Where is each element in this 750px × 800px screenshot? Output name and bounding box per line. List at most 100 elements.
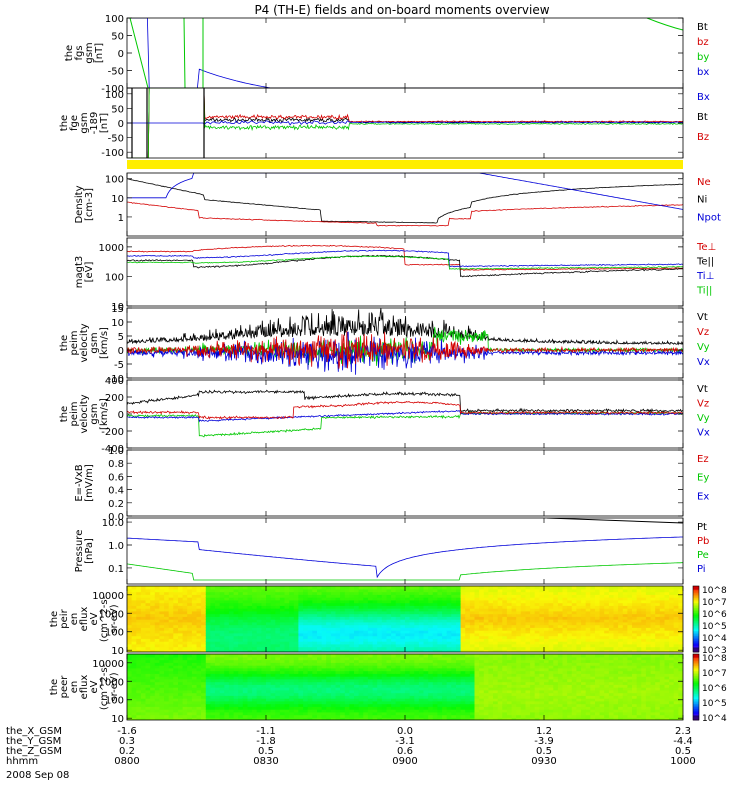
spectrogram-cell — [335, 714, 341, 718]
spectrogram-cell — [456, 597, 462, 601]
spectrogram-cell — [289, 698, 295, 702]
spectrogram-cell — [456, 627, 462, 631]
spectrogram-cell — [136, 670, 142, 674]
spectrogram-cell — [312, 673, 318, 677]
spectrogram-cell — [154, 597, 160, 601]
spectrogram-cell — [191, 670, 198, 674]
spectrogram-cell — [678, 591, 683, 595]
y-tick-label: -50 — [108, 67, 124, 78]
spectrogram-cell — [650, 597, 656, 601]
spectrogram-cell — [196, 613, 202, 617]
spectrogram-cell — [622, 627, 628, 631]
spectrogram-cell — [414, 621, 420, 626]
spectrogram-cell — [344, 641, 350, 645]
spectrogram-cell — [432, 670, 438, 674]
spectrogram-cell — [432, 594, 438, 598]
spectrogram-cell — [460, 711, 466, 716]
spectrogram-cell — [622, 649, 628, 652]
spectrogram-cell — [418, 654, 425, 658]
spectrogram-cell — [548, 643, 554, 648]
spectrogram-cell — [562, 597, 568, 601]
spectrogram-cell — [228, 597, 235, 601]
spectrogram-cell — [303, 597, 309, 601]
y-axis-label-line: gsm — [89, 403, 100, 424]
spectrogram-cell — [326, 630, 332, 634]
spectrogram-cell — [289, 711, 295, 716]
spectrogram-cell — [381, 627, 387, 631]
legend-vx: Vx — [697, 357, 710, 368]
spectrogram-cell — [168, 676, 174, 680]
spectrogram-cell — [460, 654, 466, 658]
spectrogram-cell — [326, 681, 332, 685]
spectrogram-cell — [525, 621, 531, 626]
spectrogram-cell — [469, 624, 476, 628]
spectrogram-cell — [418, 711, 425, 716]
spectrogram-cell — [187, 700, 193, 705]
spectrogram-cell — [506, 635, 513, 639]
spectrogram-cell — [187, 632, 193, 637]
spectrogram-cell — [219, 649, 225, 652]
spectrogram-cell — [423, 613, 429, 617]
vt-series — [127, 389, 683, 414]
spectrogram-cell — [581, 610, 587, 615]
spectrogram-cell — [604, 616, 610, 620]
spectrogram-cell — [289, 597, 295, 601]
spectrogram-cell — [613, 627, 619, 631]
spectrogram-cell — [159, 597, 165, 601]
spectrogram-cell — [201, 700, 207, 705]
spectrogram-cell — [372, 670, 378, 674]
spectrogram-cell — [196, 630, 202, 634]
spectrogram-cell — [164, 594, 170, 598]
spectrogram-cell — [632, 608, 638, 612]
spectrogram-cell — [437, 630, 443, 634]
spectrogram-cell — [127, 706, 133, 710]
spectrogram-cell — [659, 602, 665, 606]
spectrogram-cell — [252, 695, 258, 699]
spectrogram-cell — [303, 676, 309, 680]
spectrogram-cell — [372, 695, 378, 699]
spectrogram-cell — [493, 638, 499, 642]
spectrogram-cell — [372, 698, 378, 702]
spectrogram-cell — [354, 602, 360, 606]
spectrogram-cell — [497, 643, 503, 648]
spectrogram-cell — [539, 613, 545, 617]
spectrogram-cell — [377, 624, 383, 628]
spectrogram-cell — [409, 594, 415, 598]
spectrogram-cell — [182, 714, 188, 718]
colorbar-segment — [693, 620, 699, 623]
spectrogram-cell — [418, 649, 425, 652]
spectrogram-cell — [442, 594, 448, 598]
spectrogram-cell — [465, 613, 471, 617]
spectrogram-cell — [154, 643, 160, 648]
spectrogram-cell — [150, 692, 156, 696]
spectrogram-cell — [465, 654, 471, 658]
spectrogram-cell — [673, 643, 679, 648]
spectrogram-cell — [344, 646, 350, 650]
spectrogram-cell — [298, 703, 304, 707]
spectrogram-cell — [502, 610, 508, 615]
spectrogram-cell — [256, 586, 262, 590]
vz-series — [127, 400, 683, 420]
spectrogram-cell — [608, 649, 615, 652]
spectrogram-cell — [131, 649, 137, 652]
spectrogram-cell — [205, 630, 211, 634]
spectrogram-cell — [358, 597, 364, 601]
spectrogram-cell — [386, 689, 392, 694]
spectrogram-cell — [191, 605, 198, 609]
spectrogram-cell — [293, 676, 299, 680]
spectrogram-cell — [321, 695, 327, 699]
spectrogram-cell — [261, 632, 267, 637]
spectrogram-cell — [168, 643, 174, 648]
spectrogram-cell — [432, 646, 438, 650]
spectrogram-cell — [576, 613, 582, 617]
spectrogram-cell — [233, 586, 239, 590]
spectrogram-cell — [182, 654, 188, 658]
spectrogram-cell — [252, 698, 258, 702]
spectrogram-cell — [506, 599, 513, 604]
spectrogram-cell — [317, 613, 323, 617]
spectrogram-cell — [548, 613, 554, 617]
spectrogram-cell — [585, 638, 591, 642]
y-tick-label: 0.8 — [108, 459, 124, 470]
spectrogram-cell — [511, 586, 517, 590]
spectrogram-cell — [261, 667, 267, 672]
